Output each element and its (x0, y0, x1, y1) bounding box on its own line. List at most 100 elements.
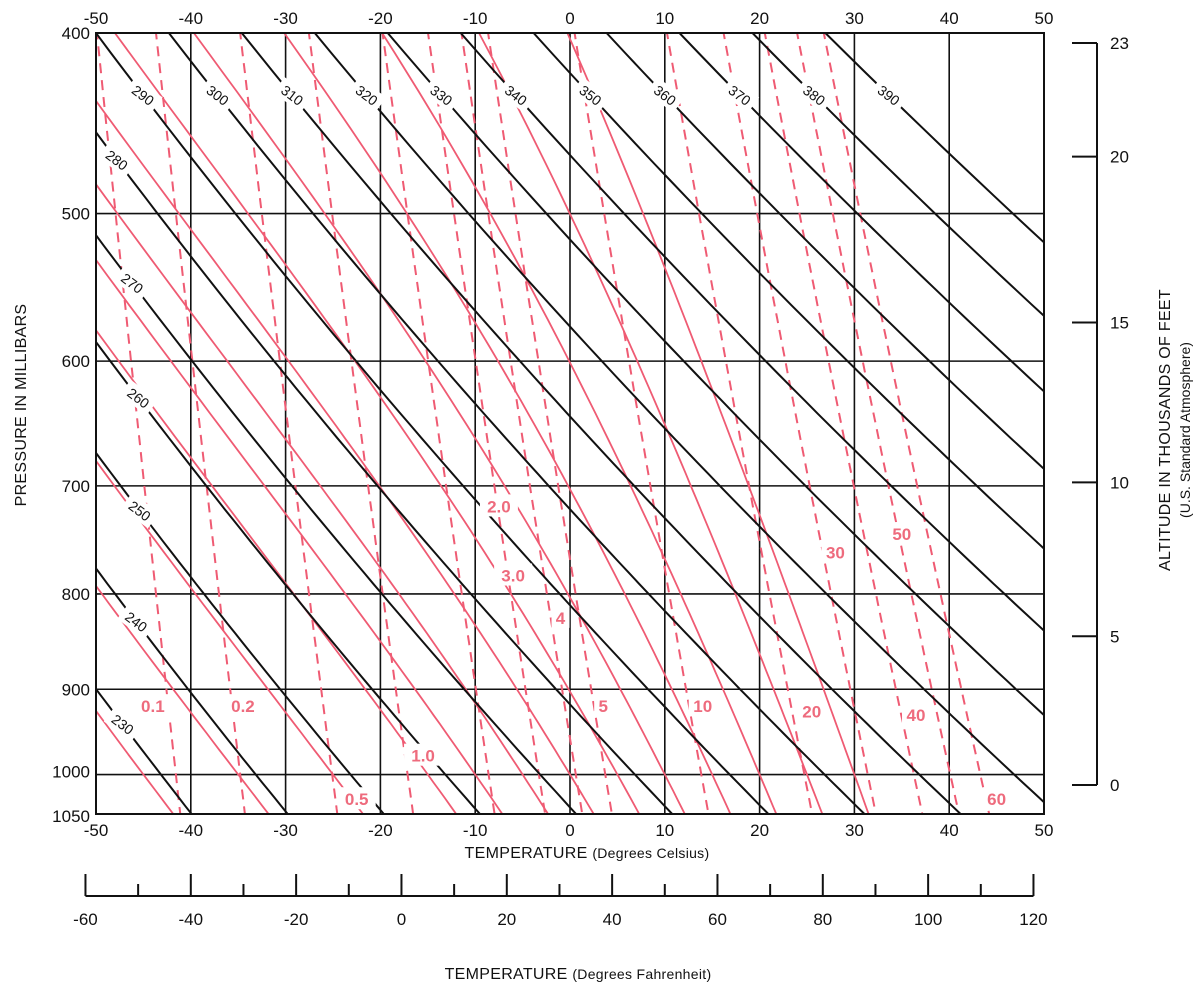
x-tick-label-top: 40 (940, 9, 959, 28)
saturation-adiabat-line (381, 33, 778, 814)
dry-adiabat-line (313, 33, 1044, 804)
dry-adiabat-line (96, 233, 578, 814)
y-tick-label: 800 (62, 585, 90, 604)
altitude-tick-label: 0 (1110, 776, 1119, 795)
dry-adiabat-line (240, 33, 963, 814)
mixing-ratio-label-bg (494, 563, 533, 586)
fahrenheit-axis: -60 -40 -20 0 20 40 60 80 100 120 (73, 874, 1048, 929)
mixing-ratio-label-bg (404, 743, 443, 766)
x-tick-label-bottom: -20 (368, 821, 393, 840)
mixing-ratio-label: 2.0 (487, 497, 511, 516)
dry-adiabat-label-bg (198, 77, 238, 113)
dry-adiabat-label-bg (720, 77, 760, 113)
mixing-ratio-line (426, 33, 547, 814)
dry-adiabat-label-bg (113, 265, 152, 301)
mixing-ratio-label: 5 (598, 697, 607, 716)
y-tick-label: 600 (62, 352, 90, 371)
y-axis-left: 400 500 600 700 800 900 1000 1050 (52, 24, 90, 826)
dry-adiabat-label-bg (120, 492, 160, 529)
dry-adiabat-line (823, 33, 1044, 244)
mixing-ratio-line (573, 33, 710, 814)
saturation-adiabat-line (566, 33, 870, 814)
dry-adiabat-label-bg (869, 77, 909, 113)
altitude-tick-label: 5 (1110, 627, 1119, 646)
mixing-ratio-label: 20 (802, 702, 821, 721)
dry-adiabat-line (96, 130, 674, 814)
dry-adiabat-label-bg (646, 77, 685, 113)
fahrenheit-tick-label: -20 (284, 910, 309, 929)
dry-adiabat-label: 320 (347, 77, 387, 113)
mixing-ratio-label-bg (594, 694, 613, 717)
dry-adiabat-label-bg (422, 77, 461, 113)
dry-adiabat-line (96, 566, 289, 814)
x-tick-label-top: 30 (845, 9, 864, 28)
y-tick-label: 1050 (52, 807, 90, 826)
x-tick-label-bottom: -30 (273, 821, 298, 840)
altitude-tick-label: 15 (1110, 313, 1129, 332)
dry-adiabat-line (96, 340, 482, 814)
mixing-ratio-label: 0.1 (141, 697, 165, 716)
fahrenheit-axis-title: TEMPERATURE (Degrees Fahrenheit) (445, 966, 712, 983)
mixing-ratio-line (722, 33, 877, 814)
mixing-ratio-label-bg (551, 605, 570, 628)
dry-adiabat-label-bg (571, 77, 610, 113)
dry-adiabat-label-bg (496, 77, 536, 113)
dry-adiabat-label-bg (795, 77, 834, 113)
x-tick-label-top: -40 (179, 9, 204, 28)
mixing-ratio-label-bg (982, 787, 1011, 810)
y-tick-label: 700 (62, 477, 90, 496)
x-axis-top: -50 -40 -30 -20 -10 0 10 20 30 40 50 (84, 9, 1054, 28)
mixing-ratio-label: 10 (693, 697, 712, 716)
y-tick-label: 500 (62, 205, 90, 224)
fahrenheit-tick-label: 40 (603, 910, 622, 929)
mixing-ratio-labels: 0.1 0.2 0.5 1.0 2.0 3.0 4 5 10 20 30 40 50 60 (133, 494, 1011, 810)
dry-adiabat-label-bg (97, 141, 137, 178)
mixing-ratio-label: 60 (987, 790, 1006, 809)
saturation-adiabat-line (96, 182, 550, 814)
dry-adiabat-label: 310 (273, 77, 312, 113)
mixing-ratio-line (487, 33, 613, 814)
x-tick-label-bottom: -40 (179, 821, 204, 840)
mixing-ratio-label: 0.2 (231, 697, 255, 716)
fahrenheit-tick-label: -60 (73, 910, 98, 929)
x-tick-label-top: -30 (273, 9, 298, 28)
x-tick-label-top: -20 (368, 9, 393, 28)
saturation-adiabat-line (113, 33, 641, 814)
x-tick-label-top: 50 (1035, 9, 1054, 28)
y-tick-label: 400 (62, 24, 90, 43)
mixing-ratio-line (307, 33, 415, 814)
dry-adiabat-label-bg (119, 379, 158, 416)
mixing-ratio-label: 50 (892, 525, 911, 544)
x-tick-label-bottom: 50 (1035, 821, 1054, 840)
mixing-ratio-line (763, 33, 924, 814)
mixing-ratio-label-bg (821, 540, 850, 563)
mixing-ratio-label-bg (902, 702, 931, 725)
saturation-adiabat-line (477, 33, 824, 814)
mixing-ratio-label-bg (479, 494, 518, 517)
saturation-adiabat-line (192, 33, 686, 814)
dry-adiabat-line (386, 33, 1044, 717)
x-tick-label-bottom: 40 (940, 821, 959, 840)
dry-adiabat-line (459, 33, 1044, 632)
dry-adiabat-label-bg (124, 77, 163, 113)
x-axis-bottom: -50 -40 -30 -20 -10 0 10 20 30 40 50 (84, 821, 1054, 840)
dry-adiabat-line (678, 33, 1044, 393)
mixing-ratio-label: 3.0 (501, 567, 525, 586)
mixing-ratio-line (796, 33, 961, 814)
plot-frame (95, 32, 1045, 815)
fahrenheit-tick-label: 60 (708, 910, 727, 929)
y-tick-label: 900 (62, 680, 90, 699)
dry-adiabat-line (167, 33, 866, 814)
mixing-ratio-line (460, 33, 584, 814)
mixing-ratio-line (239, 33, 339, 814)
mixing-ratio-label: 1.0 (411, 747, 435, 766)
dry-adiabat-line (532, 33, 1044, 550)
mixing-ratio-label-bg (797, 699, 826, 722)
fahrenheit-tick-label: -40 (179, 910, 204, 929)
mixing-ratio-label-bg (223, 694, 262, 717)
mixing-ratio-label-bg (133, 694, 172, 717)
x-axis-title: TEMPERATURE (Degrees Celsius) (465, 845, 710, 862)
altitude-axis-subtitle: (U.S. Standard Atmosphere) (1177, 342, 1193, 518)
x-tick-label-bottom: 0 (565, 821, 574, 840)
